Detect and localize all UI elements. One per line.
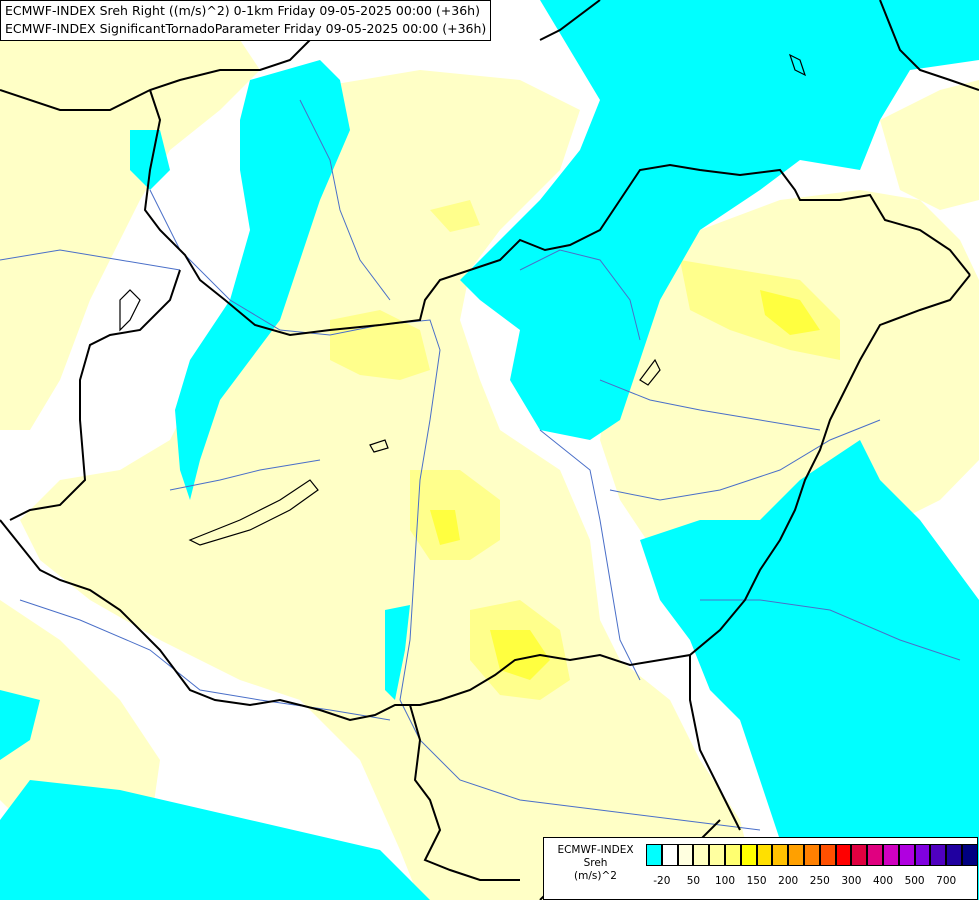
color-legend: ECMWF-INDEX Sreh (m/s)^2 -20 50 100 150 200 2… [543,837,978,900]
legend-tick-label: 200 [778,875,799,887]
legend-swatches [646,844,978,866]
legend-title-line-3: (m/s)^2 [574,870,617,882]
legend-swatch [946,844,962,866]
lakes [119,53,807,546]
legend-swatch [914,844,931,866]
legend-swatch [788,844,804,866]
map-title-line-2: ECMWF-INDEX SignificantTornadoParameter … [5,21,487,36]
map-title-box: ECMWF-INDEX Sreh Right ((m/s)^2) 0-1km F… [0,0,492,41]
legend-swatch [867,844,883,866]
legend-swatch [709,844,725,866]
legend-swatch [819,844,836,866]
legend-swatch [646,844,662,866]
legend-tick-label: 250 [809,875,830,887]
legend-swatch [835,844,852,866]
legend-swatch [724,844,741,866]
legend-swatch [930,844,947,866]
legend-title: ECMWF-INDEX Sreh (m/s)^2 [544,844,647,883]
legend-tick-label: 100 [714,875,736,887]
legend-swatch [961,844,978,866]
legend-title-line-1: ECMWF-INDEX [557,844,634,856]
legend-tick-label: 700 [936,875,957,887]
legend-swatch [693,844,710,866]
legend-swatch [898,844,915,866]
legend-tick-label: 300 [841,875,862,887]
legend-tick-label: 150 [746,875,767,887]
map-title-line-1: ECMWF-INDEX Sreh Right ((m/s)^2) 0-1km F… [5,3,480,18]
legend-swatch [661,844,678,866]
legend-tick-label: 400 [872,875,894,887]
legend-tick-labels: -20 50 100 150 200 250 300 400 500 700 [646,875,976,889]
legend-swatch [756,844,773,866]
legend-swatch [882,844,899,866]
legend-swatch [803,844,820,866]
legend-title-line-2: Sreh [583,857,608,869]
legend-tick-label: 50 [686,875,701,887]
legend-tick-label: 500 [904,875,925,887]
legend-swatch [772,844,789,866]
legend-swatch [851,844,868,866]
legend-swatch [677,844,694,866]
legend-swatch [740,844,757,866]
legend-tick-label: -20 [653,875,671,887]
rivers [0,99,961,831]
